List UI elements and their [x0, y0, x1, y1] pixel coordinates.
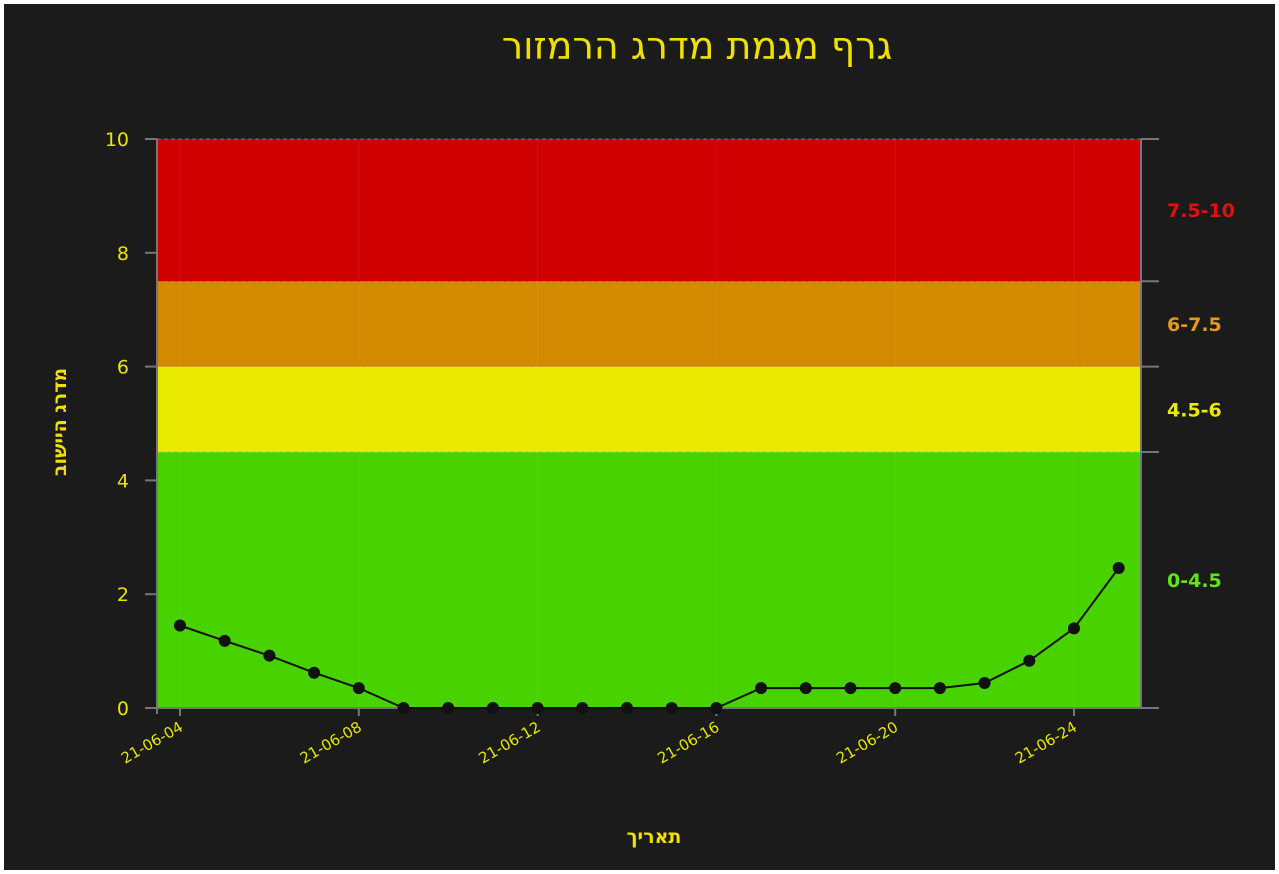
data-point	[576, 702, 589, 714]
y-axis-title: מדרג היישוב	[49, 368, 71, 476]
chart-title: גרף מגמת מדרג הרמזור	[502, 24, 893, 68]
x-tick-label: 21-06-12	[476, 718, 544, 768]
chart-svg: גרף מגמת מדרג הרמזור 0-4.5 4.5-6 6-7.5 7.5-…	[49, 24, 1235, 848]
chart-frame: גרף מגמת מדרג הרמזור 0-4.5 4.5-6 6-7.5 7.5-…	[4, 4, 1275, 870]
band-label: 0-4.5	[1167, 570, 1222, 592]
data-point	[665, 702, 678, 714]
data-point	[621, 702, 633, 714]
band-2	[157, 281, 1141, 367]
data-point	[844, 682, 857, 695]
x-tick-label: 21-06-08	[297, 718, 365, 768]
data-point	[397, 702, 410, 714]
data-point	[889, 682, 902, 695]
data-point	[531, 702, 544, 714]
x-tick-label: 21-06-16	[654, 718, 722, 768]
data-point	[978, 676, 991, 689]
band-3	[157, 139, 1141, 282]
data-point	[1112, 562, 1125, 575]
data-point	[486, 702, 499, 714]
y-tick-label: 2	[117, 584, 129, 606]
band-0	[157, 451, 1141, 708]
bands-layer	[157, 138, 1141, 708]
data-point	[174, 619, 186, 632]
x-tick-label: 21-06-20	[833, 718, 901, 768]
band-label: 7.5-10	[1167, 200, 1235, 222]
series-layer	[174, 562, 1125, 714]
data-point	[442, 702, 455, 714]
grid-layer	[179, 139, 1075, 708]
data-point	[710, 702, 723, 714]
data-point	[1068, 622, 1080, 635]
series-line-0	[179, 567, 1120, 709]
band-label: 6-7.5	[1167, 314, 1222, 336]
data-point	[218, 634, 231, 647]
y-tick-label: 6	[117, 357, 129, 379]
data-point	[308, 666, 321, 679]
data-point	[352, 682, 365, 695]
y-tick-label: 0	[117, 698, 129, 720]
y-tick-label: 10	[105, 129, 129, 151]
y-tick-label: 8	[117, 243, 129, 265]
data-point	[1023, 654, 1036, 667]
x-tick-label: 21-06-24	[1012, 718, 1080, 768]
y-tick-label: 4	[117, 470, 129, 492]
x-tick-label: 21-06-04	[118, 718, 186, 768]
data-point	[755, 682, 768, 695]
band-label: 4.5-6	[1167, 399, 1222, 421]
band-1	[157, 366, 1141, 452]
x-axis-title: תאריך	[627, 826, 682, 848]
data-point	[799, 682, 812, 695]
data-point	[933, 682, 946, 695]
data-point	[263, 649, 276, 662]
